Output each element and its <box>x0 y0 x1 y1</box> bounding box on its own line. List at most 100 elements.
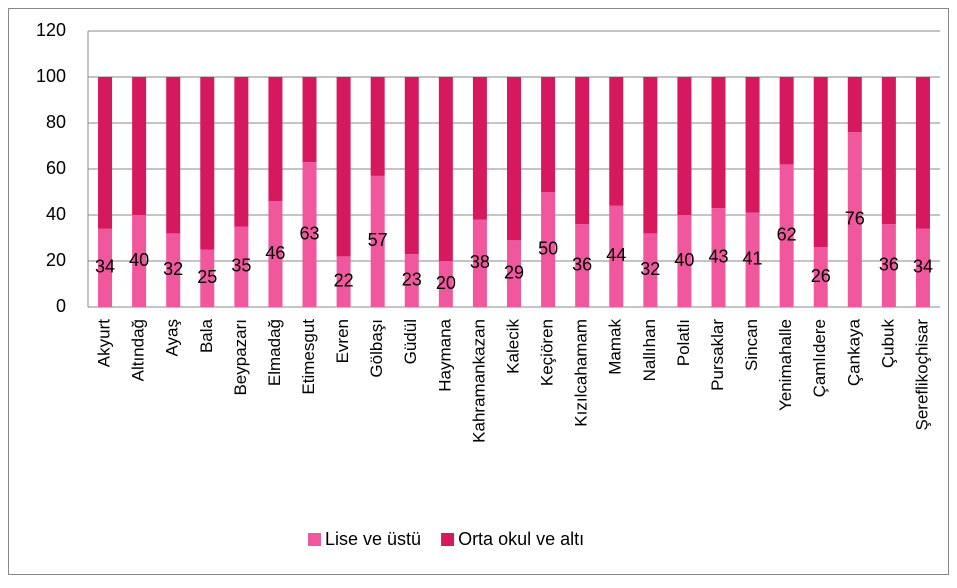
bar-segment <box>132 77 147 215</box>
bar-segment <box>268 201 283 307</box>
data-label: 32 <box>640 259 660 279</box>
bar-segment <box>336 77 351 257</box>
data-label: 20 <box>436 273 456 293</box>
bar-segment <box>200 249 215 307</box>
bar-segment <box>779 164 794 307</box>
bar-segment <box>438 261 453 307</box>
bar-segment <box>234 226 249 307</box>
x-tick-label: Güdül <box>401 319 420 364</box>
x-tick-label: Yenimahalle <box>776 319 795 411</box>
bar-segment <box>404 77 419 255</box>
bar-segment <box>881 77 896 225</box>
x-tick-label: Şereflikoçhisar <box>912 319 931 431</box>
bar-segment <box>268 77 283 202</box>
bar-segment <box>711 77 726 209</box>
y-tick-label: 60 <box>46 158 66 178</box>
bar-segment <box>609 77 624 206</box>
data-label: 40 <box>129 250 149 270</box>
x-tick-label: Polatlı <box>674 319 693 366</box>
bar-segment <box>575 77 590 225</box>
x-tick-label: Çubuk <box>878 319 897 369</box>
data-label: 76 <box>845 208 865 228</box>
bar-segment <box>472 219 487 307</box>
data-label: 35 <box>231 256 251 276</box>
data-label: 57 <box>368 230 388 250</box>
data-label: 34 <box>95 257 115 277</box>
x-tick-label: Kızılcahamam <box>572 319 591 427</box>
bar-segment <box>847 132 862 307</box>
bar-segment <box>711 208 726 307</box>
x-tick-label: Sincan <box>742 319 761 371</box>
data-label: 22 <box>334 270 354 290</box>
x-tick-label: Kalecik <box>503 319 522 374</box>
bar-segment <box>472 77 487 220</box>
x-tick-label: Bala <box>197 318 216 353</box>
bar-segment <box>370 175 385 307</box>
data-label: 36 <box>572 254 592 274</box>
bar-segment <box>336 256 351 307</box>
x-tick-label: Gölbaşı <box>367 319 386 378</box>
bar-segment <box>166 77 181 234</box>
x-tick-label: Beypazarı <box>231 319 250 396</box>
bar-segment <box>200 77 215 250</box>
x-tick-label: Etimesgut <box>299 319 318 395</box>
x-tick-label: Akyurt <box>95 319 114 367</box>
bar-segment <box>643 233 658 307</box>
y-tick-label: 0 <box>56 296 66 316</box>
bar-segment <box>302 162 317 307</box>
bar-segment <box>677 215 692 307</box>
data-label: 40 <box>674 250 694 270</box>
bar-segment <box>745 77 760 213</box>
bar-segment <box>370 77 385 176</box>
y-tick-label: 120 <box>36 20 66 40</box>
bar-segment <box>438 77 453 261</box>
bar-segment <box>677 77 692 215</box>
bar-segment <box>234 77 249 227</box>
data-label: 36 <box>879 254 899 274</box>
data-label: 50 <box>538 238 558 258</box>
data-label: 44 <box>606 245 626 265</box>
bar-segment <box>541 77 556 192</box>
y-tick-label: 20 <box>46 250 66 270</box>
bar-segment <box>643 77 658 234</box>
legend-swatch <box>441 533 455 546</box>
data-label: 29 <box>504 262 524 282</box>
bar-segment <box>881 224 896 307</box>
bar-segment <box>575 224 590 307</box>
data-label: 41 <box>743 249 763 269</box>
data-label: 63 <box>300 223 320 243</box>
data-label: 34 <box>913 257 933 277</box>
data-label: 26 <box>811 266 831 286</box>
x-tick-label: Nallıhan <box>640 319 659 381</box>
bar-segment <box>813 77 828 248</box>
x-tick-label: Çankaya <box>844 318 863 386</box>
x-tick-label: Kahramankazan <box>469 319 488 443</box>
bar-segment <box>166 233 181 307</box>
y-tick-label: 40 <box>46 204 66 224</box>
bar-segment <box>609 205 624 307</box>
bar-segment <box>779 77 794 165</box>
x-tick-label: Altındağ <box>129 319 148 381</box>
bar-segment <box>132 215 147 307</box>
bar-segment <box>847 77 862 133</box>
bar-segment <box>915 228 930 307</box>
bar-segment <box>404 254 419 307</box>
x-tick-label: Elmadağ <box>265 319 284 386</box>
bar-segment <box>541 192 556 307</box>
y-tick-label: 80 <box>46 112 66 132</box>
data-label: 62 <box>777 224 797 244</box>
bar-segment <box>98 228 113 307</box>
bar-segment <box>507 77 521 241</box>
x-tick-label: Çamlıdere <box>810 319 829 397</box>
bar-segment <box>813 247 828 307</box>
data-label: 25 <box>197 267 217 287</box>
bar-segment <box>745 212 760 307</box>
legend-label: Orta okul ve altı <box>458 529 584 549</box>
y-tick-label: 100 <box>36 66 66 86</box>
bar-segment <box>915 77 930 229</box>
data-label: 43 <box>708 246 728 266</box>
x-tick-label: Pursaklar <box>708 319 727 391</box>
x-tick-label: Ayaş <box>163 319 182 357</box>
x-tick-label: Evren <box>333 319 352 363</box>
data-label: 23 <box>402 269 422 289</box>
